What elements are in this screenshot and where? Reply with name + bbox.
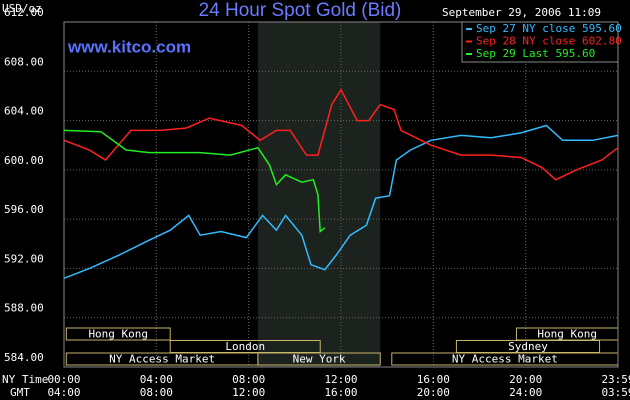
y-axis-label: USD/oz [2, 2, 42, 15]
y-tick-label: 604.00 [4, 105, 44, 118]
plot-frame [63, 21, 619, 368]
y-tick-label: 596.00 [4, 203, 44, 216]
x2-tick-label: 03:59 [601, 386, 630, 399]
timestamp: September 29, 2006 11:09 [442, 6, 601, 19]
session-label: London [225, 340, 265, 353]
x2-axis-label: GMT [10, 386, 30, 399]
x2-tick-label: 20:00 [417, 386, 450, 399]
y-tick-label: 612.00 [4, 6, 44, 19]
legend-box [461, 21, 619, 63]
x-tick-label: 00:00 [47, 373, 80, 386]
x-tick-label: 04:00 [140, 373, 173, 386]
session-label: NY Access Market [109, 353, 215, 366]
legend-label: Sep 27 NY close 595.60 [476, 22, 622, 35]
x-axis-label: NY Time [2, 373, 48, 386]
session-label: NY Access Market [452, 353, 558, 366]
session-label: Hong Kong [537, 328, 597, 341]
y-tick-label: 600.00 [4, 154, 44, 167]
session-label: Hong Kong [88, 328, 148, 341]
x2-tick-label: 16:00 [324, 386, 357, 399]
session-label: New York [293, 353, 346, 366]
legend-label: Sep 29 Last 595.60 [476, 47, 595, 60]
x-tick-label: 12:00 [324, 373, 357, 386]
x2-tick-label: 08:00 [140, 386, 173, 399]
y-tick-label: 588.00 [4, 302, 44, 315]
series-line [63, 88, 619, 181]
x-tick-label: 23:59 [601, 373, 630, 386]
x-tick-label: 08:00 [232, 373, 265, 386]
session-box [257, 352, 381, 366]
chart-title: 24 Hour Spot Gold (Bid) [199, 0, 402, 21]
session-shade [257, 22, 381, 367]
y-tick-label: 592.00 [4, 252, 44, 265]
x-tick-label: 20:00 [509, 373, 542, 386]
x2-tick-label: 12:00 [232, 386, 265, 399]
series-line [63, 129, 326, 233]
x2-tick-label: 04:00 [47, 386, 80, 399]
session-label: Sydney [508, 340, 548, 353]
y-tick-label: 584.00 [4, 351, 44, 364]
series-line [63, 124, 619, 279]
x2-tick-label: 24:00 [509, 386, 542, 399]
y-tick-label: 608.00 [4, 55, 44, 68]
legend-label: Sep 28 NY close 602.80 [476, 35, 622, 48]
x-tick-label: 16:00 [417, 373, 450, 386]
session-box [65, 327, 171, 341]
back-layer [63, 21, 619, 368]
watermark: www.kitco.com [67, 37, 191, 56]
